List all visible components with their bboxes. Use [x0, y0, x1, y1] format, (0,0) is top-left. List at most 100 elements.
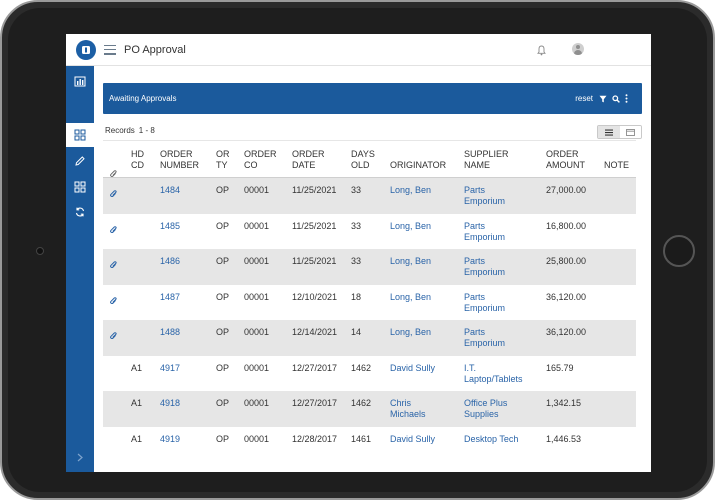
row-or-ty: OP [216, 256, 230, 266]
row-order-date: 11/25/2021 [292, 220, 337, 231]
paperclip-icon[interactable] [110, 328, 118, 346]
row-order-co: 00001 [244, 185, 270, 195]
row-order-date: 11/25/2021 [292, 185, 337, 195]
row-originator[interactable]: Long, Ben [390, 185, 432, 195]
header-order-co[interactable]: ORDER CO [244, 149, 277, 170]
row-days-old: 14 [351, 327, 362, 337]
table-row[interactable]: 1485 OP 00001 11/25/2021 33 Long, Ben Parts Em… [103, 214, 636, 250]
reset-link[interactable]: reset [575, 94, 593, 103]
more-vertical-icon[interactable] [625, 94, 628, 103]
row-order-number[interactable]: 4918 [160, 398, 181, 408]
search-icon[interactable] [612, 94, 620, 103]
row-order-co: 00001 [244, 220, 270, 231]
row-originator[interactable]: David Sully [390, 362, 436, 373]
row-hd-cd: A1 [131, 362, 143, 373]
row-originator[interactable]: Long, Ben [390, 220, 432, 231]
table-row[interactable]: 1484 OP 00001 11/25/2021 33 Long, Ben Parts Em… [103, 178, 636, 214]
approvals-table: HD CD ORDER NUMBER OR TY ORDER CO ORDER … [103, 140, 636, 462]
header-order-number[interactable]: ORDER NUMBER [160, 149, 200, 170]
row-order-number[interactable]: 1484 [160, 185, 181, 195]
chevron-right-icon[interactable] [75, 452, 85, 462]
sidebar-item-grid-active[interactable] [66, 123, 94, 147]
row-order-co: 00001 [244, 291, 270, 302]
app-screen: PO Approval [66, 34, 651, 472]
row-supplier-name[interactable]: Parts Emporium [464, 256, 506, 277]
row-originator[interactable]: Long, Ben [390, 291, 432, 302]
sidebar-item-chart[interactable] [66, 69, 94, 93]
header-note[interactable]: NOTE [604, 160, 630, 170]
sidebar-item-edit[interactable] [66, 149, 94, 173]
row-order-co: 00001 [244, 433, 270, 444]
grid-icon [74, 129, 86, 141]
list-view-button[interactable] [598, 126, 620, 138]
camera [36, 247, 44, 255]
row-days-old: 1462 [351, 362, 372, 373]
panel-header: Awaiting Approvals reset [103, 83, 642, 114]
row-or-ty: OP [216, 327, 230, 337]
sidebar-item-refresh[interactable] [66, 200, 94, 224]
bell-icon[interactable] [537, 43, 546, 61]
row-supplier-name[interactable]: I.T. Laptop/Tablets [464, 362, 523, 384]
chart-icon [74, 76, 86, 86]
card-icon [625, 128, 635, 136]
row-order-amount: 16,800.00 [546, 220, 587, 231]
header-originator[interactable]: ORIGINATOR [390, 160, 447, 170]
table-header: HD CD ORDER NUMBER OR TY ORDER CO ORDER … [103, 140, 636, 178]
row-supplier-name[interactable]: Office Plus Supplies [464, 398, 508, 419]
row-hd-cd: A1 [131, 398, 143, 408]
row-supplier-name[interactable]: Parts Emporium [464, 185, 506, 206]
user-avatar[interactable] [572, 43, 584, 55]
paperclip-icon[interactable] [110, 293, 118, 311]
row-originator[interactable]: David Sully [390, 433, 436, 444]
row-order-number[interactable]: 4917 [160, 362, 181, 373]
table-row[interactable]: 1487 OP 00001 12/10/2021 18 Long, Ben Parts Em… [103, 285, 636, 321]
table-row[interactable]: 1488 OP 00001 12/14/2021 14 Long, Ben Parts Em… [103, 320, 636, 356]
row-order-amount: 25,800.00 [546, 256, 587, 266]
menu-icon[interactable] [104, 44, 116, 55]
row-order-number[interactable]: 1485 [160, 220, 181, 231]
records-count: Records 1 - 8 [105, 126, 159, 135]
header-hd-cd[interactable]: HD CD [131, 149, 144, 170]
row-order-number[interactable]: 1486 [160, 256, 181, 266]
row-supplier-name[interactable]: Desktop Tech [464, 433, 519, 444]
header-supplier-name[interactable]: SUPPLIER NAME [464, 149, 509, 170]
row-or-ty: OP [216, 433, 230, 444]
records-label: Records [105, 126, 135, 135]
row-order-date: 12/10/2021 [292, 291, 338, 302]
paperclip-icon[interactable] [110, 186, 118, 204]
row-order-amount: 36,120.00 [546, 327, 587, 337]
row-or-ty: OP [216, 220, 230, 231]
table-row[interactable]: A1 4918 OP 00001 12/27/2017 1462 Chris Michael… [103, 391, 636, 427]
paperclip-icon[interactable] [110, 257, 118, 275]
row-supplier-name[interactable]: Parts Emporium [464, 291, 506, 313]
row-order-number[interactable]: 1487 [160, 291, 181, 302]
row-order-number[interactable]: 1488 [160, 327, 181, 337]
header-order-date[interactable]: ORDER DATE [292, 149, 325, 170]
attachment-header-icon [110, 159, 118, 182]
row-order-co: 00001 [244, 398, 270, 408]
page-title: PO Approval [124, 43, 186, 56]
panel-toolbar: reset [575, 83, 628, 114]
paperclip-icon[interactable] [110, 222, 118, 240]
row-supplier-name[interactable]: Parts Emporium [464, 327, 506, 348]
row-order-number[interactable]: 4919 [160, 433, 181, 444]
row-order-date: 12/27/2017 [292, 398, 338, 408]
row-hd-cd: A1 [131, 433, 143, 444]
sidebar-item-grid[interactable] [66, 175, 94, 199]
table-row[interactable]: 1486 OP 00001 11/25/2021 33 Long, Ben Parts Em… [103, 249, 636, 285]
row-originator[interactable]: Long, Ben [390, 256, 432, 266]
row-originator[interactable]: Long, Ben [390, 327, 432, 337]
header-order-amount[interactable]: ORDER AMOUNT [546, 149, 585, 170]
row-originator[interactable]: Chris Michaels [390, 398, 426, 419]
header-days-old[interactable]: DAYS OLD [351, 149, 375, 170]
app-logo[interactable] [76, 39, 96, 60]
row-or-ty: OP [216, 291, 230, 302]
row-order-amount: 165.79 [546, 362, 574, 373]
home-button[interactable] [663, 235, 695, 267]
card-view-button[interactable] [619, 126, 641, 138]
header-or-ty[interactable]: OR TY [216, 149, 230, 170]
table-row[interactable]: A1 4919 OP 00001 12/28/2017 1461 David Sully De… [103, 427, 636, 463]
filter-icon[interactable] [599, 95, 607, 103]
row-supplier-name[interactable]: Parts Emporium [464, 220, 506, 242]
table-row[interactable]: A1 4917 OP 00001 12/27/2017 1462 David Sully I.… [103, 356, 636, 392]
